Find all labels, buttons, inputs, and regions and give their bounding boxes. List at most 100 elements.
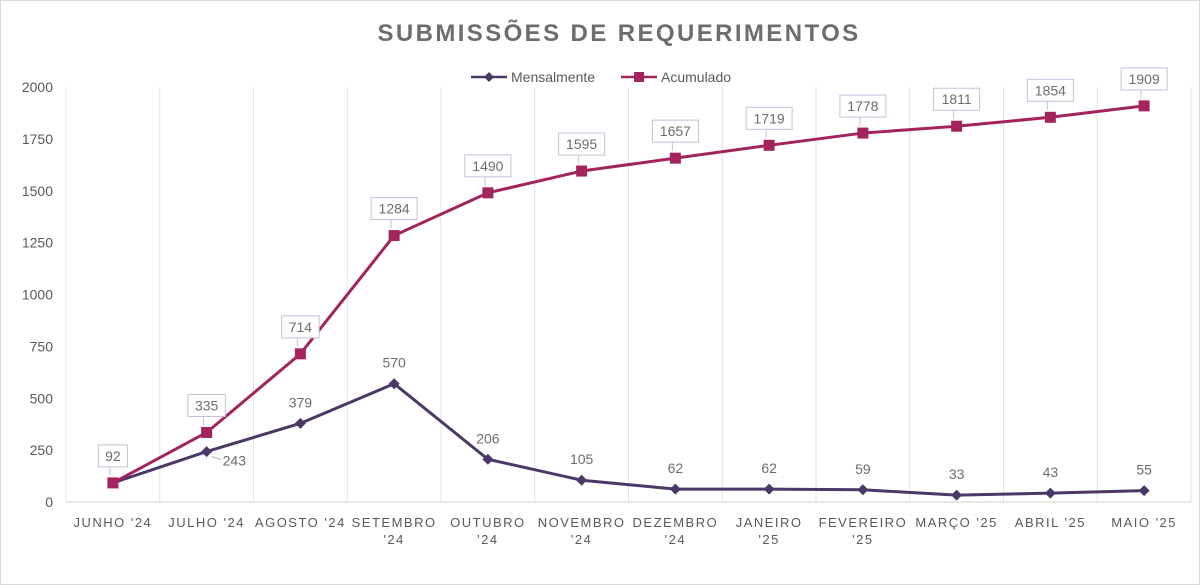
- series-line-acumulado: [112, 104, 1145, 485]
- data-label-box: [370, 197, 418, 221]
- data-label-mensalmente: 243: [223, 453, 247, 469]
- legend-label: Mensalmente: [511, 69, 595, 85]
- x-tick-label-line: DEZEMBRO: [633, 515, 719, 530]
- data-label-box: [187, 393, 226, 417]
- x-tick-label-line: NOVEMBRO: [538, 515, 626, 530]
- legend-marker-square: [634, 72, 644, 82]
- data-label-mensalmente: 62: [761, 460, 777, 476]
- chart-title: SUBMISSÕES DE REQUERIMENTOS: [377, 19, 860, 47]
- data-point-mensalmente: [1138, 485, 1150, 497]
- x-tick-label: MARÇO '25: [915, 515, 997, 530]
- x-tick-label: SETEMBRO '24: [352, 515, 437, 547]
- y-tick-label: 1250: [22, 235, 53, 251]
- y-tick-label: 2000: [22, 79, 53, 95]
- x-tick-label-line: JANEIRO: [736, 515, 803, 530]
- data-label-leader: [211, 456, 221, 461]
- x-tick-label-line: SETEMBRO: [352, 515, 437, 530]
- data-label-acumulado: 1284: [379, 201, 410, 217]
- data-label-box: [1026, 78, 1074, 102]
- data-label-box: [464, 154, 512, 178]
- data-label-mensalmente: 570: [382, 355, 406, 371]
- y-tick-label: 1750: [22, 131, 53, 147]
- x-tick-label-line: MARÇO '25: [915, 515, 997, 530]
- data-label-mensalmente: 379: [289, 394, 313, 410]
- x-tick-label-line: AGOSTO '24: [255, 515, 346, 530]
- data-label-box: [1120, 67, 1168, 91]
- data-label-mensalmente: 105: [570, 451, 594, 467]
- data-label-acumulado: 1719: [754, 110, 785, 126]
- data-label-acumulado: 335: [195, 397, 219, 413]
- data-label-box: [745, 106, 793, 130]
- x-tick-label: FEVEREIRO '25: [819, 515, 908, 547]
- data-point-mensalmente: [763, 483, 775, 495]
- x-tick-label-line: JUNHO '24: [73, 515, 152, 530]
- data-label-mensalmente: 59: [855, 461, 871, 477]
- x-tick-label: MAIO '25: [1111, 515, 1177, 530]
- data-label-acumulado: 1657: [660, 123, 691, 139]
- x-tick-label-line: '24: [665, 532, 686, 547]
- data-label-mensalmente: 55: [1136, 462, 1152, 478]
- data-point-mensalmente: [1044, 487, 1056, 499]
- data-point-mensalmente: [388, 378, 400, 390]
- legend-label: Acumulado: [661, 69, 731, 85]
- legend-marker-diamond: [484, 72, 494, 82]
- data-label-mensalmente: 206: [476, 430, 500, 446]
- data-label-box: [839, 94, 887, 118]
- data-label-box: [933, 87, 981, 111]
- data-point-mensalmente: [669, 483, 681, 495]
- legend: Mensalmente Acumulado: [471, 69, 731, 85]
- x-tick-label: NOVEMBRO '24: [538, 515, 626, 547]
- data-point-mensalmente: [482, 453, 494, 465]
- data-label-box: [281, 315, 320, 339]
- data-label-box: [558, 132, 606, 156]
- x-tick-label: JANEIRO '25: [736, 515, 803, 547]
- data-label-acumulado: 1778: [847, 98, 878, 114]
- data-point-acumulado: [482, 187, 494, 199]
- data-label-mensalmente: 43: [1043, 464, 1059, 480]
- series-layer: [107, 100, 1150, 501]
- data-point-acumulado: [388, 230, 400, 242]
- data-label-acumulado: 714: [289, 319, 313, 335]
- data-point-mensalmente: [576, 474, 588, 486]
- y-tick-label: 0: [45, 494, 53, 510]
- data-point-acumulado: [669, 152, 681, 164]
- x-tick-label-line: '24: [571, 532, 592, 547]
- x-tick-label-line: MAIO '25: [1111, 515, 1177, 530]
- x-tick-label-line: JULHO '24: [168, 515, 245, 530]
- data-point-mensalmente: [857, 484, 869, 496]
- y-tick-label: 1000: [22, 287, 53, 303]
- data-label-acumulado: 1854: [1035, 82, 1066, 98]
- y-tick-label: 250: [30, 442, 54, 458]
- x-tick-label: JULHO '24: [168, 515, 245, 530]
- data-point-acumulado: [1138, 100, 1150, 112]
- y-tick-label: 750: [30, 338, 54, 354]
- data-point-mensalmente: [294, 417, 306, 429]
- x-tick-label-line: '25: [758, 532, 779, 547]
- data-label-acumulado: 1909: [1129, 71, 1160, 87]
- data-point-acumulado: [857, 127, 869, 139]
- axis-layer: 0 250 500 750 1000 1250 1500 1750 2000 JUNHO '24 J…: [22, 79, 1191, 547]
- data-label-layer: 243 379 570 206 105 62 62 59 33 43 55 92 335 714 1284 1…: [97, 67, 1168, 482]
- x-tick-label-line: '24: [383, 532, 404, 547]
- x-tick-label: DEZEMBRO '24: [633, 515, 719, 547]
- series-line-mensalmente: [112, 382, 1145, 497]
- data-label-acumulado: 1595: [566, 136, 597, 152]
- x-tick-label: ABRIL '25: [1015, 515, 1086, 530]
- data-label-acumulado: 1490: [472, 158, 503, 174]
- data-label-mensalmente: 62: [668, 460, 684, 476]
- data-label-acumulado: 92: [105, 448, 121, 464]
- data-label-acumulado: 1811: [942, 91, 972, 107]
- data-point-acumulado: [763, 139, 775, 151]
- y-tick-label: 1500: [22, 183, 53, 199]
- x-tick-label: JUNHO '24: [73, 515, 152, 530]
- data-point-acumulado: [294, 348, 306, 360]
- data-label-mensalmente: 33: [949, 466, 965, 482]
- data-point-acumulado: [201, 426, 213, 438]
- y-tick-label: 500: [30, 390, 54, 406]
- x-tick-label-line: '25: [852, 532, 873, 547]
- grid-layer: [65, 87, 1192, 502]
- x-tick-label-line: '24: [477, 532, 498, 547]
- data-point-acumulado: [107, 477, 119, 489]
